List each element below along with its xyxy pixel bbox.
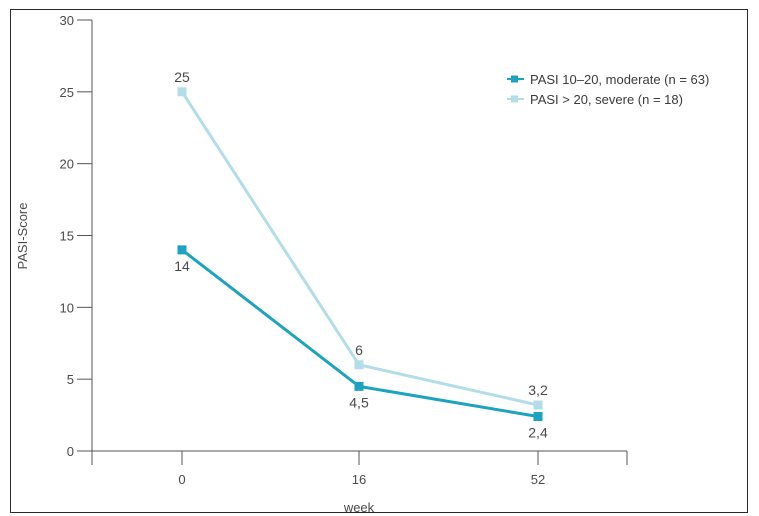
x-tick-label: 0 — [178, 472, 185, 487]
y-tick-label: 25 — [60, 85, 74, 100]
series-0-point — [177, 245, 187, 255]
y-tick-label: 5 — [67, 372, 74, 387]
series-1-data-label: 25 — [174, 69, 190, 85]
y-tick-label: 10 — [60, 300, 74, 315]
legend: PASI 10–20, moderate (n = 63) PASI > 20, … — [507, 72, 709, 107]
x-axis-title: week — [343, 500, 375, 515]
x-tick-label: 16 — [352, 472, 366, 487]
series-line-1 — [180, 91, 539, 407]
series-1-data-label: 3,2 — [528, 382, 548, 398]
chart-frame — [10, 9, 748, 513]
data-labels: 25 6 3,2 14 4,5 2,4 — [174, 69, 548, 441]
series-0-data-label: 2,4 — [528, 425, 548, 441]
series-0-point — [533, 412, 543, 422]
legend-entry-0: PASI 10–20, moderate (n = 63) — [530, 72, 709, 87]
series-1-data-label: 6 — [355, 342, 363, 358]
y-axis-title: PASI-Score — [15, 203, 30, 270]
legend-swatch-marker-1 — [511, 95, 518, 103]
x-tick-label: 52 — [531, 472, 545, 487]
series-0-data-label: 14 — [174, 258, 190, 274]
series-0-data-label: 4,5 — [349, 394, 369, 410]
legend-entry-1: PASI > 20, severe (n = 18) — [530, 92, 683, 107]
y-tick-label: 15 — [60, 229, 74, 244]
series-1-point — [177, 87, 187, 97]
y-tick-label: 30 — [60, 13, 74, 28]
series-1-point — [354, 360, 364, 370]
axes: 0 5 10 15 20 25 30 0 16 52 week PASI-Score — [15, 13, 628, 515]
series-layer — [177, 87, 543, 422]
y-tick-label: 0 — [67, 444, 74, 459]
series-1-point — [533, 400, 543, 410]
series-0-point — [354, 381, 364, 391]
legend-swatch-marker-0 — [511, 75, 518, 83]
y-tick-label: 20 — [60, 157, 74, 172]
